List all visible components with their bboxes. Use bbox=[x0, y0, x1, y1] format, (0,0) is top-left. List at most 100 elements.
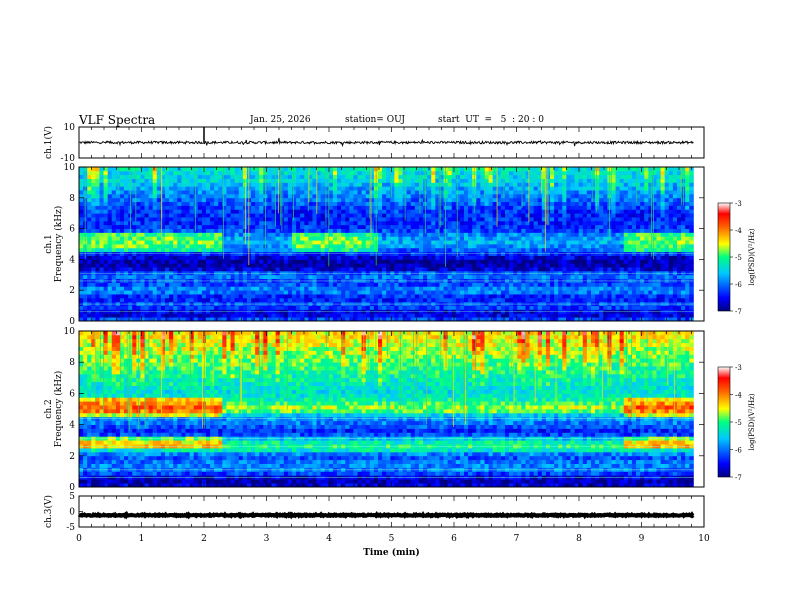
spectrogram-cell bbox=[337, 170, 342, 176]
spectrogram-cell bbox=[226, 247, 231, 253]
spectrogram-cell bbox=[328, 255, 334, 260]
spectrogram-cell bbox=[210, 190, 215, 195]
spectrogram-cell bbox=[160, 224, 166, 229]
spectrogram-cell bbox=[357, 263, 363, 268]
spectrogram-cell bbox=[140, 224, 145, 229]
spectrogram-cell bbox=[148, 236, 154, 241]
spectrogram-cell bbox=[517, 228, 522, 233]
spectrogram-cell bbox=[410, 297, 416, 303]
spectrogram-cell bbox=[165, 274, 170, 280]
spectrogram-cell bbox=[398, 317, 403, 322]
spectrogram-cell bbox=[337, 240, 342, 245]
spectrogram-cell bbox=[283, 217, 289, 222]
spectrogram-cell bbox=[119, 259, 125, 264]
spectrogram-cell bbox=[271, 228, 276, 233]
spectrogram-cell bbox=[558, 244, 563, 249]
spectrogram-cell bbox=[320, 236, 326, 241]
spectrogram-cell bbox=[316, 294, 322, 299]
spectrogram-cell bbox=[484, 197, 489, 203]
spectrogram-cell bbox=[148, 263, 154, 268]
spectrogram-cell bbox=[148, 286, 154, 291]
spectrogram-cell bbox=[119, 209, 125, 214]
spectrogram-cell bbox=[169, 255, 174, 260]
spectrogram-cell bbox=[218, 286, 223, 291]
spectrogram-cell bbox=[226, 182, 231, 187]
spectrogram-cell bbox=[414, 263, 420, 268]
spectrogram-cell bbox=[193, 232, 199, 237]
spectrogram-cell bbox=[312, 201, 317, 206]
spectrogram-cell bbox=[410, 224, 416, 229]
spectrogram-cell bbox=[144, 217, 150, 222]
spectrogram-cell bbox=[504, 224, 510, 229]
spectrogram-cell bbox=[484, 317, 489, 322]
spectrogram-cell bbox=[320, 297, 326, 303]
spectrogram-cell bbox=[328, 244, 334, 249]
spectrogram-cell bbox=[443, 294, 449, 299]
spectrogram-cell bbox=[267, 217, 272, 222]
spectrogram-cell bbox=[205, 220, 211, 226]
spectrogram-cell bbox=[226, 174, 231, 179]
spectrogram-cell bbox=[263, 294, 268, 299]
spectrogram-cell bbox=[468, 286, 473, 291]
spectrogram-cell bbox=[390, 274, 395, 280]
spectrogram-cell bbox=[144, 282, 150, 287]
spectrogram-cell bbox=[238, 259, 244, 264]
spectrogram-cell bbox=[160, 267, 166, 272]
spectrogram-cell bbox=[87, 209, 92, 214]
spectrogram-cell bbox=[197, 167, 203, 172]
spectrogram-cell bbox=[197, 197, 203, 203]
spectrogram-cell bbox=[562, 209, 567, 214]
spectrogram-cell bbox=[87, 213, 92, 218]
spectrogram-cell bbox=[361, 294, 367, 299]
spectrogram-cell bbox=[218, 174, 223, 179]
spectrogram-cell bbox=[504, 240, 510, 245]
spectrogram-cell bbox=[464, 244, 469, 249]
spectrogram-cell bbox=[562, 290, 567, 295]
spectrogram-cell bbox=[115, 240, 121, 245]
spectrogram-cell bbox=[427, 167, 432, 172]
spectrogram-cell bbox=[287, 247, 293, 253]
spectrogram-cell bbox=[337, 286, 342, 291]
spectrogram-cell bbox=[517, 297, 522, 303]
spectrogram-cell bbox=[472, 213, 477, 218]
spectrogram-cell bbox=[251, 209, 256, 214]
spectrogram-cell bbox=[283, 297, 289, 303]
spectrogram-cell bbox=[537, 263, 543, 268]
spectrogram-cell bbox=[107, 178, 113, 183]
spectrogram-cell bbox=[283, 267, 289, 272]
spectrogram-cell bbox=[156, 255, 162, 260]
spectrogram-cell bbox=[541, 190, 547, 195]
spectrogram-cell bbox=[115, 213, 121, 218]
spectrogram-cell bbox=[451, 263, 457, 268]
spectrogram-cell bbox=[427, 294, 432, 299]
spectrogram-cell bbox=[410, 282, 416, 287]
spectrogram-cell bbox=[570, 209, 575, 214]
spectrogram-cell bbox=[79, 259, 84, 264]
spectrogram-cell bbox=[185, 167, 190, 172]
spectrogram-cell bbox=[271, 190, 276, 195]
spectrogram-cell bbox=[300, 282, 305, 287]
spectrogram-cell bbox=[214, 244, 219, 249]
spectrogram-cell bbox=[283, 294, 289, 299]
spectrogram-cell bbox=[324, 205, 330, 210]
spectrogram-cell bbox=[173, 224, 178, 229]
spectrogram-cell bbox=[177, 267, 182, 272]
spectrogram-cell bbox=[410, 236, 416, 241]
spectrogram-cell bbox=[234, 167, 240, 172]
spectrogram-cell bbox=[201, 228, 207, 233]
spectrogram-cell bbox=[345, 255, 350, 260]
spectrogram-cell bbox=[160, 174, 166, 179]
spectrogram-cell bbox=[238, 205, 244, 210]
spectrogram-cell bbox=[504, 209, 510, 214]
spectrogram-cell bbox=[275, 213, 281, 218]
spectrogram-cell bbox=[312, 244, 317, 249]
spectrogram-cell bbox=[230, 232, 236, 237]
spectrogram-cell bbox=[361, 282, 367, 287]
spectrogram-cell bbox=[291, 209, 297, 214]
spectrogram-cell bbox=[156, 220, 162, 226]
spectrogram-cell bbox=[496, 209, 502, 214]
spectrogram-cell bbox=[349, 190, 354, 195]
spectrogram-cell bbox=[357, 274, 363, 280]
spectrogram-cell bbox=[312, 232, 317, 237]
spectrogram-cell bbox=[124, 259, 129, 264]
